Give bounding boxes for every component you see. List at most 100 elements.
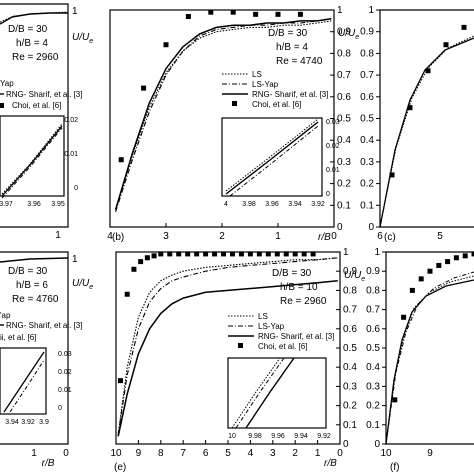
y-axis-label: U/Ue	[338, 28, 359, 41]
legend-marker	[232, 101, 237, 106]
series-line	[115, 20, 332, 210]
data-point	[310, 251, 316, 257]
y-tick-label: 0.5	[337, 114, 351, 125]
inset-line	[1, 127, 63, 199]
legend-label: LS-Yap	[252, 80, 279, 89]
y-tick-label: 0	[343, 439, 349, 450]
data-point	[445, 259, 451, 265]
legend-label: Yap	[0, 79, 14, 88]
series-line	[379, 35, 474, 228]
info-text: h/B = 4	[16, 38, 48, 49]
y-tick-label: 0.7	[337, 70, 351, 81]
y-tick-label: 0.5	[366, 343, 380, 354]
y-axis-label: U/Ue	[72, 32, 93, 45]
y-tick-label: 0	[374, 439, 380, 450]
y-tick-label: 1	[72, 254, 78, 265]
info-text: h/B = 6	[16, 280, 48, 291]
series-line	[385, 275, 474, 445]
y-tick-label: 0.1	[337, 200, 351, 211]
data-point	[185, 251, 191, 257]
data-point	[427, 268, 433, 274]
inset-y-label: 0.02	[64, 117, 78, 124]
info-text: h/B = 4	[276, 42, 308, 53]
y-tick-label: 0.6	[343, 324, 357, 335]
x-tick-label: 1	[315, 448, 321, 459]
inset-y-label: 0.03	[58, 351, 72, 358]
data-point	[292, 251, 298, 257]
data-point	[203, 251, 209, 257]
data-point	[453, 255, 459, 261]
legend-label: LS	[258, 312, 268, 321]
inset-x-label: 9.92	[317, 433, 331, 440]
panel-tag-c: (c)	[384, 232, 396, 243]
inset-x-label: 3.9	[39, 419, 49, 426]
y-tick-label: 1	[374, 247, 380, 258]
data-point	[185, 14, 191, 20]
y-tick-label: 1	[343, 247, 349, 258]
data-point	[443, 42, 449, 48]
legend-label: RNG- Sharif, et al. [3]	[6, 90, 82, 99]
data-point	[401, 314, 407, 320]
data-point	[274, 251, 280, 257]
y-tick-label: 0.4	[360, 135, 374, 146]
info-text: Re = 2960	[280, 296, 327, 307]
plot-frame	[0, 3, 69, 228]
x-tick-label: 4	[248, 448, 254, 459]
x-tick-label: 2	[292, 448, 298, 459]
inset-x-label: 3.92	[21, 419, 35, 426]
y-tick-label: 0.8	[343, 285, 357, 296]
data-point	[471, 251, 474, 257]
x-tick-label: 1	[275, 231, 281, 242]
data-point	[131, 266, 137, 272]
y-tick-label: 1	[72, 6, 78, 17]
inset-y-label: 0.01	[58, 387, 72, 394]
inset-line	[1, 125, 63, 197]
data-point	[256, 251, 262, 257]
data-point	[436, 262, 442, 268]
y-tick-label: 0.8	[360, 48, 374, 59]
y-tick-label: 0.5	[360, 114, 374, 125]
x-tick-label: 6	[203, 448, 209, 459]
y-tick-label: 0.6	[337, 92, 351, 103]
inset-x-label: 9.96	[271, 433, 285, 440]
y-tick-label: 0.3	[360, 157, 374, 168]
panel-b: 0 0.1 0.2 0.3 0.4 0.5 0.6 0.7 0.8 0.9 1 4 3 2 1 0 (b) r/B…	[107, 5, 351, 243]
inset-frame	[221, 117, 323, 197]
y-tick-label: 0.9	[360, 27, 374, 38]
y-tick-label: 1	[368, 5, 374, 16]
y-tick-label: 0.3	[337, 157, 351, 168]
series-line	[379, 37, 474, 228]
info-text: h/B = 10	[280, 282, 318, 293]
inset-x-label: 3.97	[0, 201, 13, 208]
data-point	[253, 11, 259, 17]
y-tick-label: 0.1	[366, 420, 380, 431]
data-point	[144, 255, 150, 261]
y-tick-label: 0.3	[343, 381, 357, 392]
x-axis-label: r/B	[42, 458, 55, 469]
y-tick-label: 0	[368, 222, 374, 233]
inset-y-label: 0.02	[326, 143, 340, 150]
y-tick-label: 0.7	[366, 305, 380, 316]
inset-x-label: 4	[224, 201, 228, 208]
data-point	[208, 9, 214, 15]
inset-line	[245, 357, 295, 429]
inset-line	[225, 121, 319, 195]
info-text: Re = 4760	[12, 294, 59, 305]
data-point	[297, 11, 303, 17]
inset-y-label: 0	[326, 191, 330, 198]
series-line	[0, 12, 68, 25]
data-point	[124, 291, 130, 297]
inset-line	[3, 351, 45, 413]
data-point	[462, 253, 468, 259]
inset-x-label: 3.92	[311, 201, 325, 208]
data-point	[425, 68, 431, 74]
data-point	[151, 253, 157, 259]
series-line	[117, 280, 338, 437]
series-line	[385, 271, 474, 445]
data-point	[283, 251, 289, 257]
data-point	[118, 157, 124, 163]
data-point	[117, 378, 123, 384]
panel-tag-b: (b)	[112, 232, 124, 243]
x-axis-label: r/B	[324, 458, 337, 469]
inset-x-label: 9.98	[248, 433, 262, 440]
